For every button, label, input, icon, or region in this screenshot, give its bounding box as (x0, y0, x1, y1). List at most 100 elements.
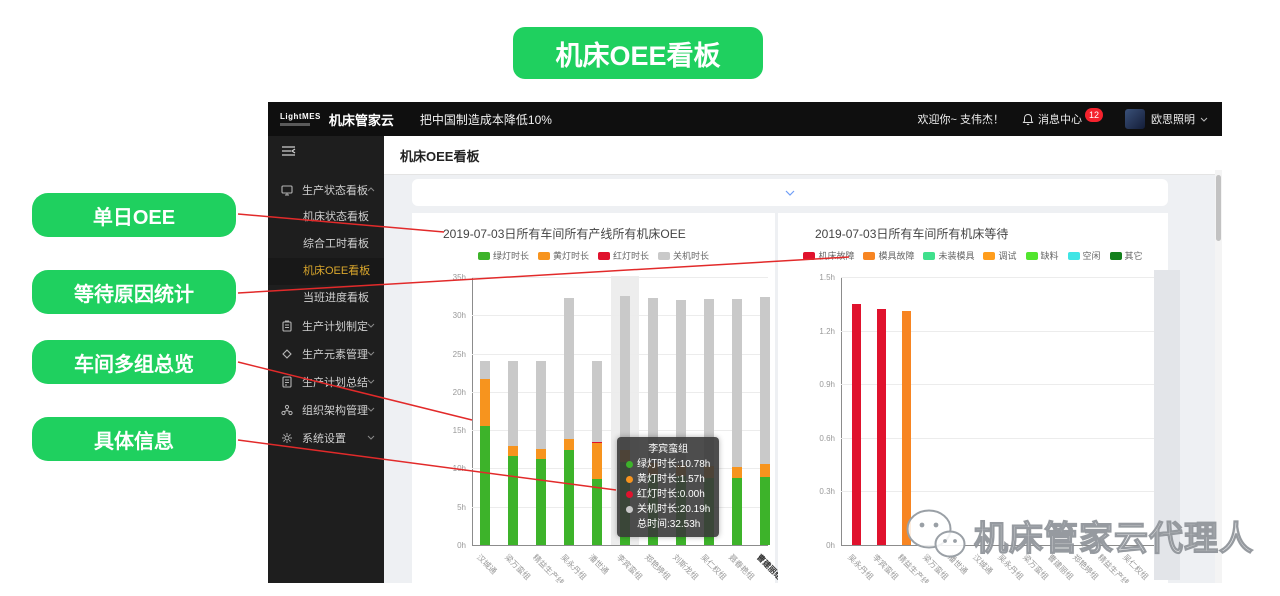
bar-segment-红灯时长[interactable] (592, 441, 602, 443)
x-axis-label: 梁万蛮组 (1020, 552, 1050, 582)
bar-segment-关机时长[interactable] (620, 295, 630, 451)
sidebar-subitem-active[interactable]: 机床OEE看板 (268, 258, 384, 285)
sidebar-subitem[interactable]: 当班进度看板 (303, 292, 369, 304)
y-tick-label: 0.6h (819, 433, 835, 443)
chevron-down-icon[interactable] (1200, 117, 1208, 122)
legend-item[interactable]: 黄灯时长 (537, 249, 589, 262)
bar-segment-绿灯时长[interactable] (508, 456, 518, 545)
bar-segment-绿灯时长[interactable] (536, 459, 546, 545)
bar-segment-黄灯时长[interactable] (508, 446, 518, 457)
page-banner: 机床OEE看板 (513, 27, 763, 79)
bar-segment-黄灯时长[interactable] (732, 466, 742, 479)
bar-segment-黄灯时长[interactable] (564, 439, 574, 451)
legend-label: 调试 (998, 251, 1017, 261)
oee-chart-title: 2019-07-03日所有车间所有产线所有机床OEE (443, 227, 686, 241)
page-title: 机床OEE看板 (400, 148, 480, 164)
logo-subtext-bar (280, 123, 310, 126)
gridline (841, 384, 1155, 386)
chevron-up-icon (367, 187, 375, 192)
bar-segment-黄灯时长[interactable] (592, 442, 602, 480)
sidebar-item-4[interactable]: 生产计划总结 (268, 368, 384, 396)
legend-item[interactable]: 模具故障 (863, 249, 914, 262)
y-tick-label: 1.5h (819, 273, 835, 282)
legend-item[interactable]: 红灯时长 (598, 249, 649, 262)
sidebar-collapse-button[interactable] (281, 145, 296, 157)
legend-item[interactable]: 其它 (1109, 249, 1143, 262)
wait-chart-legend: 机床故障 模具故障 未装模具 调试 缺料 空闲 其它 (778, 249, 1168, 262)
chevron-down-icon (367, 323, 375, 328)
bar-segment-绿灯时长[interactable] (480, 426, 490, 545)
chevron-down-icon[interactable] (785, 190, 795, 196)
legend-item[interactable]: 关机时长 (658, 249, 709, 262)
bar-segment-关机时长[interactable] (592, 361, 602, 442)
callout-label-3: 车间多组总览 (32, 340, 236, 384)
bar-segment-绿灯时长[interactable] (564, 450, 574, 545)
filter-panel-collapsed[interactable] (412, 179, 1168, 206)
legend-item[interactable]: 调试 (983, 249, 1017, 262)
legend-chip (1025, 251, 1038, 260)
brand-name: 机床管家云 (328, 112, 394, 128)
legend-item[interactable]: 空闲 (1067, 249, 1101, 262)
x-axis-label: 潘世通 (586, 552, 611, 577)
chart-tooltip: 李宾蛮组 绿灯时长:10.78h 黄灯时长:1.57h 红灯时长:0.00h 关机时长:… (617, 437, 720, 537)
user-avatar[interactable] (1125, 109, 1145, 129)
legend-item[interactable]: 机床故障 (803, 249, 854, 262)
sidebar-item-1[interactable]: 生产状态看板 (268, 176, 384, 204)
bell-icon[interactable] (1022, 113, 1034, 126)
legend-label: 空闲 (1082, 251, 1101, 261)
legend-label: 机床故障 (818, 251, 855, 261)
legend-item[interactable]: 缺料 (1025, 249, 1059, 262)
bar-segment-关机时长[interactable] (648, 298, 658, 464)
main-area: 机床OEE看板 2019-07-03日所有车间所有产线所有机床OEE 绿灯时长黄… (384, 136, 1222, 583)
tooltip-row: 黄灯时长:1.57h (626, 472, 710, 487)
sidebar-item-2[interactable]: 生产计划制定 (268, 312, 384, 340)
legend-label: 绿灯时长 (492, 251, 529, 261)
x-axis-label: 李宾蛮组 (614, 552, 644, 582)
bar-segment-黄灯时长[interactable] (536, 448, 546, 460)
legend-item[interactable]: 未装模具 (923, 249, 974, 262)
bar-segment-关机时长[interactable] (536, 361, 546, 449)
legend-chip (537, 251, 550, 260)
legend-chip (863, 251, 876, 260)
x-axis-label: 刘斯龙组 (670, 552, 700, 582)
message-count-badge: 12 (1084, 108, 1103, 122)
sidebar-item-label: 生产状态看板 (302, 185, 368, 197)
diamond-icon (281, 348, 295, 360)
hover-highlight-band (1154, 270, 1180, 580)
content-area: 2019-07-03日所有车间所有产线所有机床OEE 绿灯时长 黄灯时长 红灯时长关… (384, 175, 1222, 583)
bar-segment-黄灯时长[interactable] (760, 463, 770, 477)
legend-label: 其它 (1124, 251, 1143, 261)
sidebar-item-6[interactable]: 系统设置 (268, 424, 384, 452)
legend-item[interactable]: 绿灯时长 (477, 249, 529, 262)
bar-segment-关机时长[interactable] (508, 361, 518, 447)
bar-吴永丹组[interactable] (851, 303, 861, 545)
vertical-scrollbar[interactable] (1215, 170, 1222, 583)
bar-segment-关机时长[interactable] (732, 299, 742, 467)
bar-segment-关机时长[interactable] (676, 299, 686, 466)
bar-segment-关机时长[interactable] (704, 299, 714, 467)
bar-segment-关机时长[interactable] (564, 298, 574, 440)
bar-segment-绿灯时长[interactable] (592, 479, 602, 545)
bar-segment-关机时长[interactable] (760, 296, 770, 464)
sidebar-item-5[interactable]: 组织架构管理 (268, 396, 384, 424)
bar-segment-关机时长[interactable] (480, 361, 490, 379)
scrollbar-thumb[interactable] (1216, 175, 1221, 241)
bar-segment-绿灯时长[interactable] (760, 476, 770, 545)
legend-label: 模具故障 (878, 251, 915, 261)
sidebar-item-3[interactable]: 生产元素管理 (268, 340, 384, 368)
y-tick-label: 0h (826, 541, 835, 550)
sidebar-subitem[interactable]: 机床状态看板 (303, 211, 369, 223)
bar-李宾蛮组[interactable] (876, 309, 886, 545)
gear-icon (281, 432, 295, 444)
top-navbar: LightMES 机床管家云 把中国制造成本降低10% 欢迎你~ 支伟杰！ 消息… (268, 102, 1222, 136)
sidebar: 生产状态看板 机床状态看板 综合工时看板机床OEE看板当班进度看板生产计划制定 生产元… (268, 136, 384, 583)
wait-chart-plot: 0h 0.3h 0.6h 0.9h 1.2h 1.5h 吴永丹组 李宾蛮组 精益生产线 梁万蛮组潘… (778, 213, 1168, 583)
gridline (841, 330, 1155, 332)
bar-segment-黄灯时长[interactable] (480, 378, 490, 427)
message-center-link[interactable]: 消息中心 (1037, 114, 1082, 126)
company-name[interactable]: 欧思照明 (1151, 114, 1195, 126)
sidebar-subitem[interactable]: 综合工时看板 (303, 238, 369, 250)
legend-label: 未装模具 (938, 251, 975, 261)
bar-segment-绿灯时长[interactable] (732, 478, 742, 545)
bar-精益生产线[interactable] (901, 310, 911, 545)
